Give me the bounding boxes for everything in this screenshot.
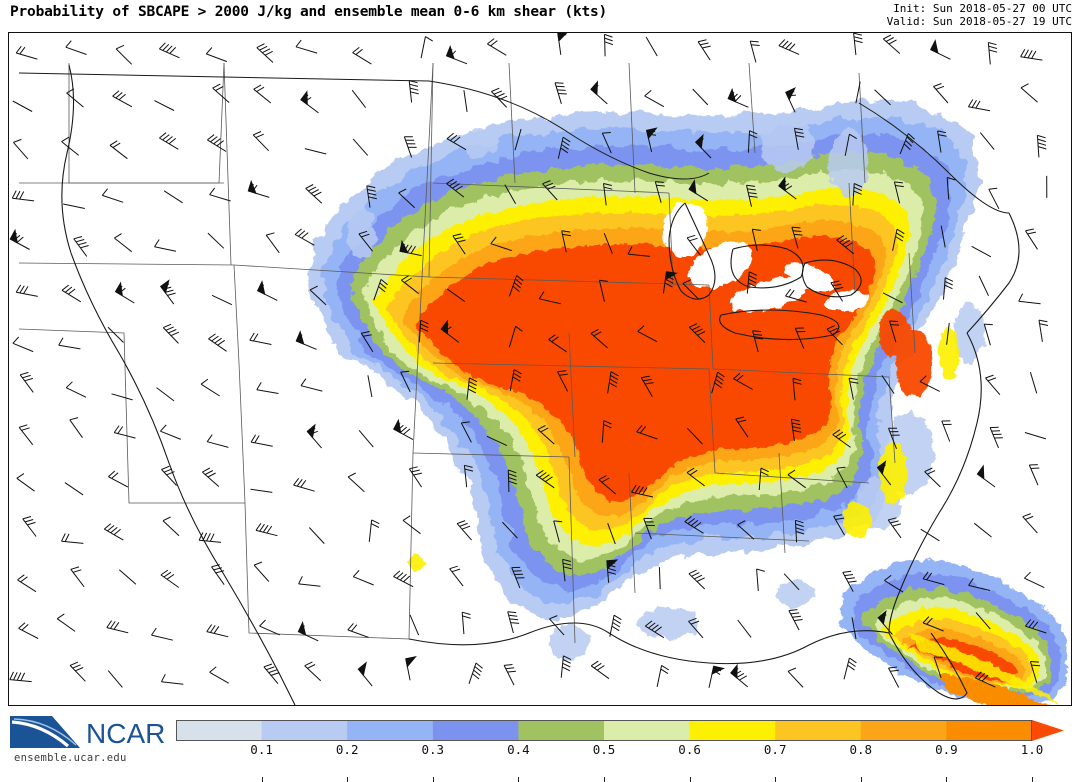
colorbar-label: 0.5 [593,742,616,757]
timestamp-block: Init: Sun 2018-05-27 00 UTC Valid: Sun 2… [887,2,1072,28]
probability-field [309,100,1071,705]
colorbar-tick [262,777,263,782]
colorbar-label: 0.4 [507,742,530,757]
valid-time: Valid: Sun 2018-05-27 19 UTC [887,15,1072,28]
map-canvas [9,33,1071,705]
colorbar-label: 0.1 [250,742,273,757]
colorbar-tick [946,777,947,782]
colorbar-label: 0.3 [422,742,445,757]
colorbar-label: 0.2 [336,742,359,757]
colorbar-label: 0.8 [850,742,873,757]
colorbar-tick [690,777,691,782]
colorbar-tick [775,777,776,782]
colorbar-label: 0.9 [935,742,958,757]
colorbar [176,720,1064,741]
colorbar-tick [604,777,605,782]
colorbar-label: 0.6 [678,742,701,757]
init-time: Init: Sun 2018-05-27 00 UTC [887,2,1072,15]
colorbar-tick [433,777,434,782]
colorbar-tick [861,777,862,782]
colorbar-label: 0.7 [764,742,787,757]
colorbar-tick [347,777,348,782]
colorbar-tick [518,777,519,782]
colorbar-ticklabels: 0.1 0.2 0.3 0.4 0.5 0.6 0.7 0.8 0.9 1.0 [0,742,1080,762]
forecast-map-panel[interactable] [8,32,1072,706]
colorbar-label: 1.0 [1021,742,1044,757]
page-title: Probability of SBCAPE > 2000 J/kg and en… [10,4,607,20]
colorbar-tick [1032,777,1033,782]
header-bar: Probability of SBCAPE > 2000 J/kg and en… [0,0,1080,32]
